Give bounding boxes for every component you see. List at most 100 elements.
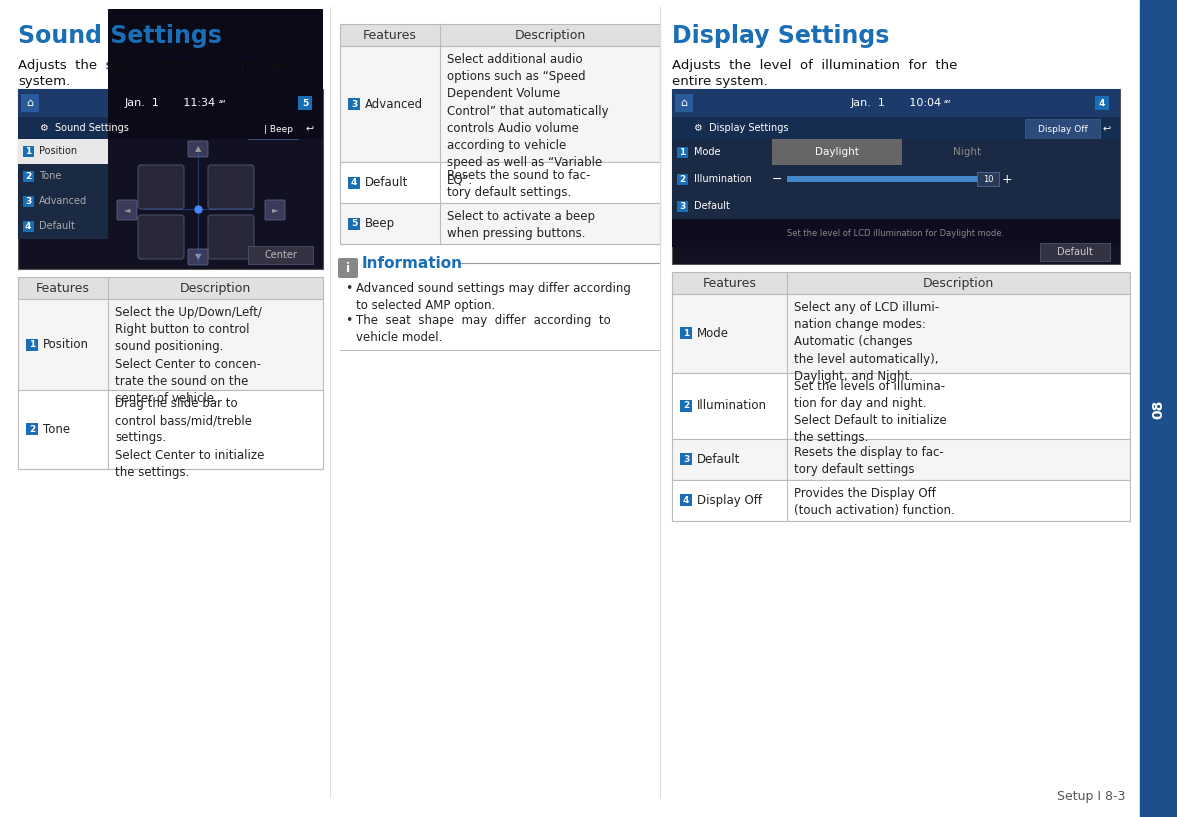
Text: | Beep: | Beep (264, 124, 293, 133)
Text: 10: 10 (983, 175, 993, 184)
Bar (248, 119, 298, 139)
Bar (22, 195, 33, 207)
Text: Night: Night (953, 147, 982, 157)
Text: 1: 1 (25, 146, 31, 155)
Text: Illumination: Illumination (694, 174, 752, 184)
Text: 1: 1 (29, 340, 35, 349)
Bar (340, 24, 660, 46)
Bar (672, 117, 1121, 139)
Bar (108, 9, 322, 139)
Text: Jan.  1       11:34: Jan. 1 11:34 (125, 98, 217, 108)
Text: 3: 3 (351, 100, 357, 109)
Text: ▲: ▲ (194, 145, 201, 154)
Bar (22, 221, 33, 231)
Text: Description: Description (180, 282, 251, 294)
Text: Default: Default (365, 176, 408, 189)
Text: +: + (1002, 172, 1012, 185)
Text: Resets the sound to fac-
tory default settings.: Resets the sound to fac- tory default se… (447, 169, 591, 199)
Text: •: • (345, 282, 352, 295)
Bar (672, 219, 1121, 247)
Bar (672, 272, 1130, 294)
Text: 2: 2 (679, 175, 685, 184)
Text: Default: Default (39, 221, 75, 231)
Bar (298, 96, 312, 110)
Text: Mode: Mode (694, 147, 720, 157)
FancyBboxPatch shape (117, 200, 137, 220)
Bar (672, 165, 1121, 193)
Text: ⌂: ⌂ (680, 98, 687, 108)
Bar (677, 146, 687, 158)
Text: 4: 4 (25, 221, 31, 230)
Bar (18, 390, 322, 468)
Text: 2: 2 (29, 425, 35, 434)
FancyBboxPatch shape (188, 141, 208, 157)
Text: Tone: Tone (44, 422, 71, 435)
FancyBboxPatch shape (208, 215, 254, 259)
Text: Adjusts  the  level  of  illumination  for  the: Adjusts the level of illumination for th… (672, 59, 957, 72)
Bar (21, 94, 39, 112)
Bar (340, 46, 660, 162)
Text: 5: 5 (301, 99, 308, 108)
Bar (672, 89, 1121, 264)
Bar (672, 89, 1121, 117)
FancyBboxPatch shape (208, 165, 254, 209)
Bar (22, 171, 33, 181)
Text: entire system.: entire system. (672, 75, 767, 88)
Text: Select any of LCD illumi-
nation change modes:
Automatic (changes
the level auto: Select any of LCD illumi- nation change … (794, 301, 939, 383)
Bar (672, 139, 1121, 165)
Bar (18, 117, 322, 139)
Bar (340, 162, 660, 203)
Text: Advanced sound settings may differ according
to selected AMP option.: Advanced sound settings may differ accor… (355, 282, 631, 312)
Bar (348, 98, 360, 110)
FancyBboxPatch shape (338, 258, 358, 278)
Text: 4: 4 (683, 495, 690, 505)
Text: Features: Features (363, 29, 417, 42)
Bar (672, 373, 1130, 439)
Text: −: − (772, 172, 783, 185)
Bar (18, 89, 322, 117)
Text: 3: 3 (679, 202, 685, 211)
Bar (1141, 0, 1177, 817)
Bar (22, 145, 33, 157)
FancyBboxPatch shape (188, 249, 208, 265)
Text: Default: Default (1057, 247, 1093, 257)
Text: Features: Features (703, 276, 757, 289)
Text: Setup I 8-3: Setup I 8-3 (1057, 790, 1125, 803)
Bar (672, 294, 1130, 373)
Text: Select the Up/Down/Left/
Right button to control
sound positioning.
Select Cente: Select the Up/Down/Left/ Right button to… (115, 306, 261, 405)
Text: Position: Position (44, 338, 89, 351)
Text: Set the level of LCD illumination for Daylight mode.: Set the level of LCD illumination for Da… (787, 229, 1004, 238)
FancyBboxPatch shape (265, 200, 285, 220)
Text: Display Settings: Display Settings (672, 24, 890, 48)
Text: ↩: ↩ (1103, 124, 1111, 134)
Text: 4: 4 (351, 178, 357, 187)
Text: Jan.  1       10:04: Jan. 1 10:04 (851, 98, 942, 108)
Bar (18, 277, 322, 299)
Bar (677, 200, 687, 212)
Text: 3: 3 (25, 197, 31, 206)
Text: Provides the Display Off
(touch activation) function.: Provides the Display Off (touch activati… (794, 486, 955, 516)
Bar (248, 246, 313, 264)
Bar (672, 439, 1130, 480)
Bar (672, 193, 1121, 219)
Bar (348, 217, 360, 230)
Bar (26, 423, 38, 435)
Text: 1: 1 (679, 148, 685, 157)
FancyBboxPatch shape (138, 215, 184, 259)
Bar (677, 173, 687, 185)
Text: The  seat  shape  may  differ  according  to
vehicle model.: The seat shape may differ according to v… (355, 314, 611, 344)
Bar (680, 453, 692, 465)
Text: 08: 08 (1151, 400, 1165, 418)
Text: 5: 5 (351, 219, 357, 228)
Bar (672, 480, 1130, 520)
Text: Sound Settings: Sound Settings (18, 24, 222, 48)
Text: Default: Default (694, 201, 730, 211)
Bar (18, 139, 108, 164)
Text: 2: 2 (25, 172, 31, 181)
Text: •: • (345, 314, 352, 327)
Text: Default: Default (697, 453, 740, 466)
Text: Drag the slide bar to
control bass/mid/treble
settings.
Select Center to initial: Drag the slide bar to control bass/mid/t… (115, 397, 265, 479)
Text: ⌂: ⌂ (26, 98, 34, 108)
Text: Select to activate a beep
when pressing buttons.: Select to activate a beep when pressing … (447, 210, 596, 240)
Bar (26, 338, 38, 350)
